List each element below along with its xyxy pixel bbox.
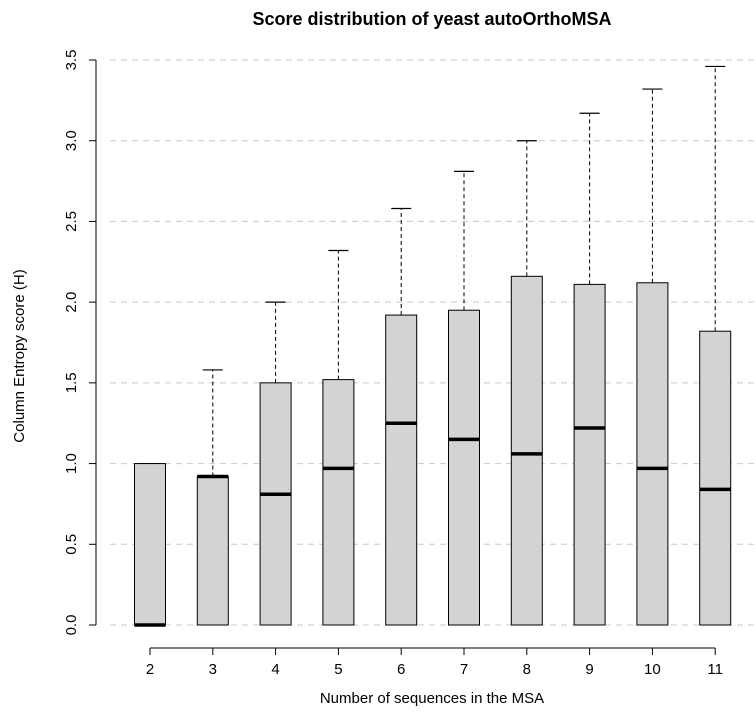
chart-title: Score distribution of yeast autoOrthoMSA	[252, 9, 611, 29]
box-group	[699, 65, 732, 626]
x-tick-label: 5	[334, 661, 342, 678]
box-layer	[134, 65, 732, 627]
y-tick-label: 0.0	[63, 615, 80, 636]
box	[385, 314, 418, 626]
box-group	[448, 170, 480, 626]
x-tick-label: 6	[397, 661, 405, 678]
box-group	[636, 88, 669, 626]
y-tick-label: 2.0	[63, 292, 80, 313]
box-group	[134, 462, 166, 627]
y-tick-label: 3.0	[63, 130, 80, 151]
x-tick-label: 8	[523, 661, 531, 678]
box-group	[322, 249, 355, 626]
y-tick-label: 0.5	[63, 534, 80, 555]
box-group	[510, 140, 543, 626]
x-axis-title: Number of sequences in the MSA	[320, 690, 544, 707]
x-tick-label: 9	[585, 661, 593, 678]
axis-layer: 0.0 0.5 1.0 1.5 2.0 2.5 3.0 3.5 2 3 4 5 6 7 8 9 10 11	[63, 50, 723, 678]
box-group	[259, 301, 292, 626]
x-tick-label: 10	[644, 661, 661, 678]
grid-layer	[110, 59, 756, 626]
box	[196, 475, 229, 626]
box	[322, 379, 355, 626]
y-tick-label: 3.5	[63, 50, 80, 71]
box-group	[573, 112, 606, 626]
box-group	[196, 369, 229, 626]
y-tick-label: 1.0	[63, 453, 80, 474]
box-group	[385, 207, 418, 626]
box	[573, 283, 606, 626]
box	[259, 382, 292, 626]
box	[134, 463, 166, 626]
box	[699, 330, 732, 626]
x-tick-label: 11	[707, 661, 723, 678]
y-tick-label: 2.5	[63, 211, 80, 232]
box	[510, 275, 543, 626]
box	[636, 282, 669, 626]
x-tick-label: 3	[209, 661, 217, 678]
y-tick-label: 1.5	[63, 372, 80, 393]
x-tick-label: 4	[271, 661, 279, 678]
box	[448, 309, 480, 626]
x-tick-label: 2	[146, 661, 154, 678]
y-axis-title: Column Entropy score (H)	[11, 269, 28, 442]
x-tick-label: 7	[460, 661, 468, 678]
